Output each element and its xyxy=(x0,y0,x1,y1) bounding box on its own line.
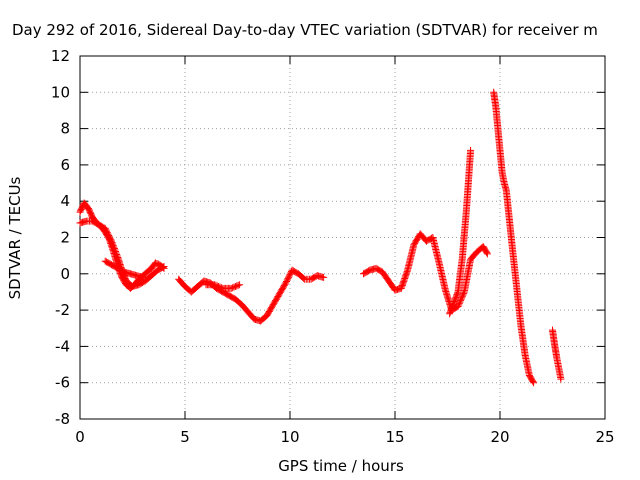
data-point xyxy=(109,240,117,248)
y-tick-label: 8 xyxy=(60,120,70,138)
x-tick-label: 15 xyxy=(385,428,404,446)
data-point xyxy=(458,294,466,302)
data-point xyxy=(108,239,116,247)
x-axis-label: GPS time / hours xyxy=(278,457,404,475)
data-points xyxy=(76,88,565,387)
data-point xyxy=(113,252,121,260)
data-point xyxy=(529,377,537,385)
data-point xyxy=(483,249,491,257)
data-point xyxy=(160,263,168,271)
data-point xyxy=(457,297,465,305)
data-point xyxy=(234,281,242,289)
x-tick-label: 10 xyxy=(280,428,299,446)
y-tick-label: 0 xyxy=(60,265,70,283)
data-point xyxy=(113,250,121,258)
axis-ticks: 0 5 10 15 20 25 -8 -6 -4 -2 0 2 4 6 8 10 12 xyxy=(51,47,615,446)
data-segment-arc-8 xyxy=(490,88,538,387)
data-point xyxy=(110,243,118,251)
x-tick-label: 0 xyxy=(75,428,85,446)
y-tick-label: -6 xyxy=(55,374,70,392)
x-tick-label: 20 xyxy=(490,428,509,446)
x-tick-label: 25 xyxy=(595,428,614,446)
y-tick-label: 2 xyxy=(60,229,70,247)
data-point xyxy=(109,242,117,250)
y-tick-label: 4 xyxy=(60,192,70,210)
data-point xyxy=(236,281,244,289)
data-point xyxy=(455,300,463,308)
chart-title: Day 292 of 2016, Sidereal Day-to-day VTE… xyxy=(12,21,598,39)
data-point xyxy=(530,379,538,387)
data-segment-arc-9 xyxy=(549,326,565,383)
y-tick-label: -4 xyxy=(55,337,70,355)
data-point xyxy=(467,146,475,154)
data-point xyxy=(108,237,115,245)
data-point xyxy=(320,273,328,281)
data-point xyxy=(110,245,118,253)
data-segment-arc-6 xyxy=(360,230,491,314)
x-tick-label: 5 xyxy=(180,428,190,446)
data-point xyxy=(139,273,147,281)
data-point xyxy=(455,301,463,309)
y-tick-label: 10 xyxy=(51,83,70,101)
data-point xyxy=(460,289,468,297)
y-tick-label: -8 xyxy=(55,410,70,428)
data-point xyxy=(453,289,461,297)
data-point xyxy=(159,263,167,271)
data-segment-arc-5 xyxy=(202,281,244,292)
data-point xyxy=(111,246,119,254)
data-point xyxy=(483,250,491,258)
y-axis-label: SDTVAR / TECUs xyxy=(6,176,24,299)
data-point xyxy=(557,375,565,383)
data-segment-arc-4 xyxy=(175,266,328,325)
data-point xyxy=(112,248,120,256)
data-point xyxy=(112,249,120,257)
y-tick-label: -2 xyxy=(55,301,70,319)
data-point xyxy=(459,291,467,299)
y-tick-label: 6 xyxy=(60,156,70,174)
y-tick-label: 12 xyxy=(51,47,70,65)
data-segment-arc-3 xyxy=(101,257,147,281)
data-point xyxy=(456,298,464,306)
data-segment-arc-7 xyxy=(446,146,475,318)
data-point xyxy=(458,292,466,300)
data-point xyxy=(107,236,115,244)
